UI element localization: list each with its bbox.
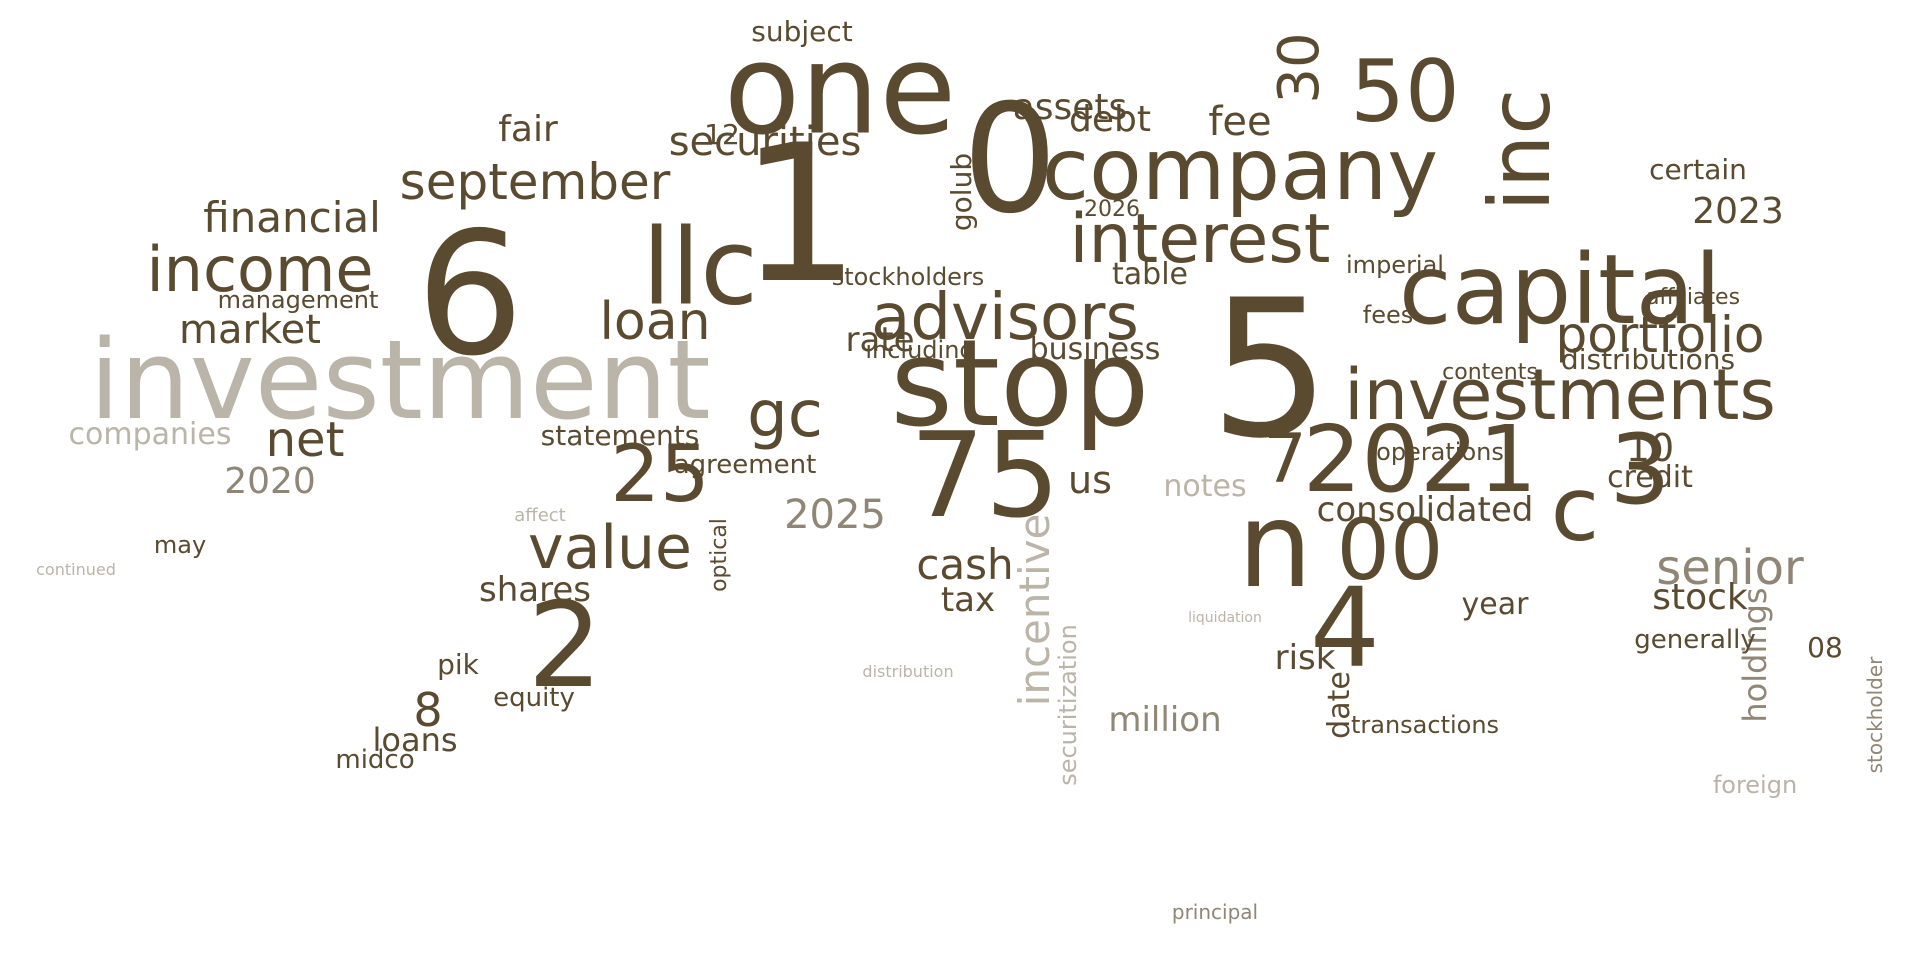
- word: interest: [1069, 200, 1331, 279]
- word: notes: [1163, 469, 1247, 504]
- word: stockholders: [831, 263, 985, 291]
- word: optical: [707, 518, 732, 592]
- word: fair: [498, 109, 558, 150]
- word: loan: [599, 292, 711, 352]
- word: midco: [335, 745, 415, 775]
- word: table: [1112, 257, 1188, 292]
- word: equity: [493, 683, 575, 713]
- word: debt: [1069, 99, 1151, 140]
- word: 3: [1609, 414, 1671, 526]
- word: statements: [540, 419, 700, 452]
- word: 25: [610, 430, 710, 520]
- word: 2026: [1084, 197, 1140, 222]
- word: securities: [668, 119, 862, 165]
- word: net: [265, 412, 345, 468]
- word: rate: [845, 320, 915, 360]
- word: c: [1550, 458, 1600, 561]
- word: llc: [641, 206, 759, 329]
- word: affiliates: [1645, 285, 1741, 310]
- word: 4: [1310, 564, 1380, 692]
- word: subject: [751, 15, 853, 48]
- word: 2020: [224, 461, 316, 502]
- word: capital: [1398, 234, 1722, 346]
- word: consolidated: [1316, 490, 1534, 530]
- word: 1: [739, 104, 861, 325]
- word: pik: [437, 648, 479, 681]
- word: certain: [1649, 153, 1747, 186]
- word: transactions: [1350, 711, 1500, 739]
- word: 10: [1625, 426, 1675, 470]
- word: 2: [527, 576, 603, 714]
- word: companies: [68, 417, 232, 452]
- word: senior: [1656, 540, 1804, 596]
- word: risk: [1274, 638, 1336, 678]
- word: 08: [1807, 631, 1843, 664]
- word: fees: [1362, 301, 1414, 329]
- word: 0: [962, 73, 1058, 247]
- word: advisors: [871, 281, 1139, 355]
- word: loans: [372, 721, 458, 759]
- word: foreign: [1712, 771, 1798, 799]
- word: 2023: [1692, 191, 1784, 232]
- word: fee: [1208, 99, 1272, 145]
- word: market: [179, 307, 321, 353]
- word: 8: [413, 683, 443, 737]
- word: 50: [1350, 42, 1460, 142]
- word: securitization: [1054, 624, 1082, 786]
- word: shares: [479, 570, 591, 610]
- word: year: [1461, 587, 1529, 622]
- word: liquidation: [1188, 610, 1262, 626]
- word: 12: [704, 118, 740, 151]
- word: affect: [514, 505, 566, 526]
- word: golub: [945, 152, 978, 232]
- word: value: [528, 513, 692, 583]
- word: 30: [1267, 32, 1332, 104]
- word: one: [723, 17, 957, 163]
- word: 2021: [1302, 406, 1538, 513]
- word: company: [1041, 120, 1439, 220]
- word: principal: [1171, 900, 1259, 924]
- word: stockholder: [1863, 656, 1887, 774]
- word: may: [153, 531, 207, 559]
- word: stock: [1652, 577, 1748, 618]
- word: 5: [1209, 259, 1331, 480]
- word: stop: [890, 315, 1150, 454]
- word: generally: [1634, 625, 1756, 655]
- word: million: [1108, 700, 1222, 740]
- word: incentive: [1010, 513, 1059, 707]
- word: business: [1029, 332, 1161, 367]
- word: us: [1068, 458, 1112, 502]
- word: investments: [1344, 354, 1776, 436]
- word: credit: [1607, 460, 1693, 495]
- word: financial: [203, 193, 381, 242]
- word: continued: [36, 560, 116, 579]
- word: distributions: [1560, 343, 1736, 376]
- word: management: [217, 286, 379, 314]
- word: 00: [1336, 501, 1444, 599]
- word: income: [146, 233, 374, 306]
- word: assets: [1012, 87, 1128, 128]
- word: investment: [89, 316, 711, 444]
- word: tax: [940, 580, 996, 620]
- word: portfolio: [1555, 306, 1765, 364]
- word: 2025: [784, 492, 886, 538]
- word: n: [1237, 476, 1313, 614]
- word: holdings: [1736, 587, 1774, 723]
- word: 7: [1263, 420, 1307, 499]
- word: inc: [1471, 88, 1569, 212]
- word: gc: [747, 378, 823, 452]
- word: distribution: [862, 662, 954, 681]
- word: agreement: [673, 450, 817, 480]
- word: including: [865, 336, 975, 364]
- word: september: [399, 153, 671, 211]
- word: cash: [916, 540, 1014, 589]
- word: operations: [1376, 438, 1504, 466]
- word: imperial: [1346, 251, 1444, 279]
- word: 6: [415, 196, 525, 394]
- word: contents: [1442, 360, 1538, 385]
- word: 75: [909, 406, 1061, 544]
